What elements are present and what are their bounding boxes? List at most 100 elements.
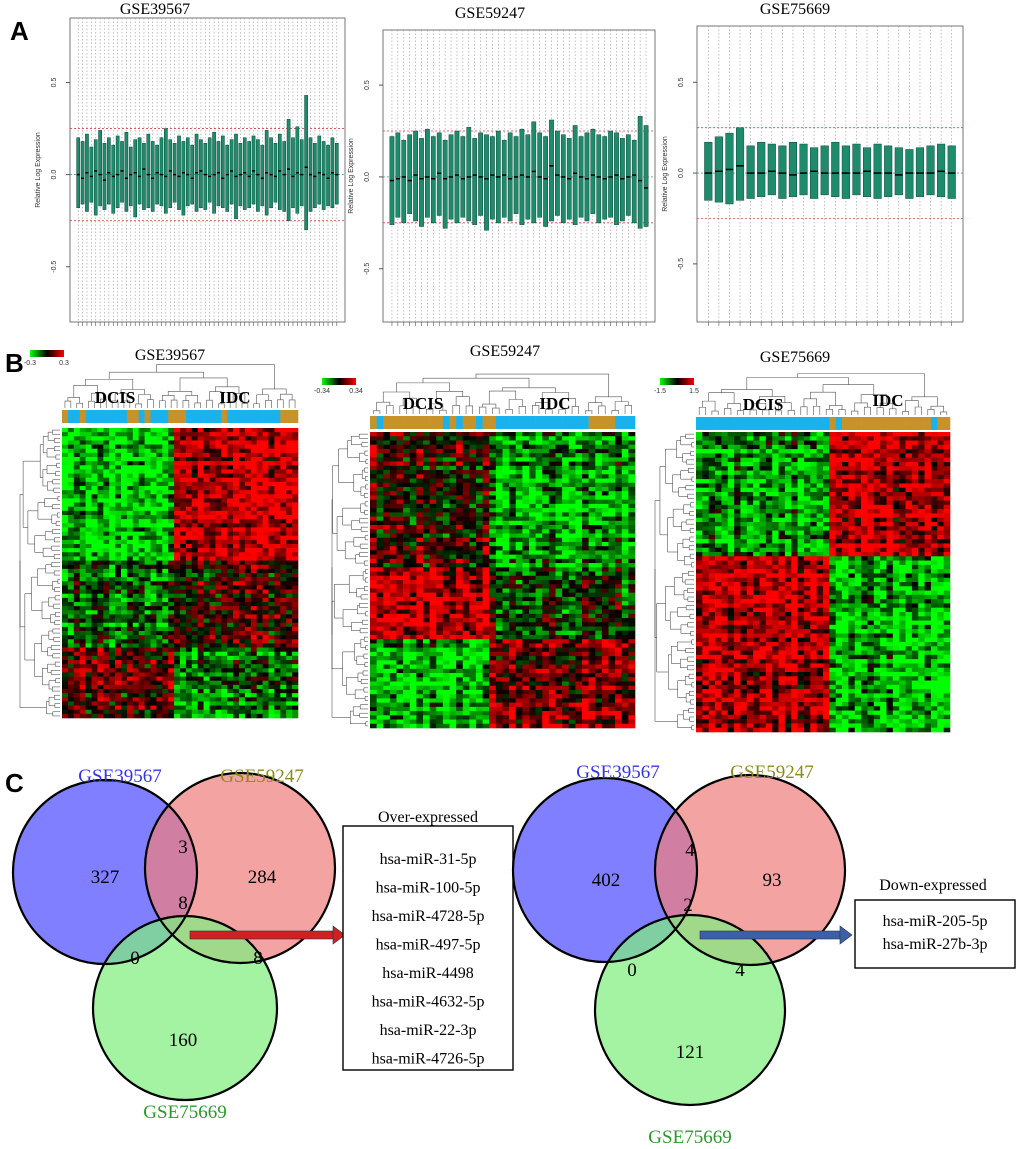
heatmap-cell (156, 689, 163, 694)
heatmap-cell (423, 516, 430, 522)
heatmap-cell (138, 486, 145, 491)
heatmap-cell (180, 544, 187, 549)
heatmap-cell (180, 664, 187, 669)
heatmap-cell (292, 515, 299, 520)
heatmap-cell (568, 465, 576, 471)
heatmap-cell (185, 622, 193, 628)
heatmap-cell (162, 626, 169, 632)
heatmap-cell (162, 519, 169, 524)
heatmap-cell (121, 626, 128, 632)
heatmap-cell (138, 440, 145, 445)
heatmap-cell (174, 432, 181, 437)
heatmap-cell (469, 529, 477, 534)
heatmap-cell (197, 539, 204, 545)
heatmap-cell (502, 499, 510, 505)
heatmap-cell (262, 531, 269, 537)
group-strip (239, 410, 246, 423)
heatmap-cell (628, 461, 636, 467)
heatmap-cell (103, 523, 110, 528)
heatmap-cell (389, 550, 397, 555)
heatmap-cell (221, 602, 228, 607)
heatmap-cell (115, 593, 122, 599)
heatmap-cell (203, 606, 210, 611)
heatmap-cell (383, 495, 391, 500)
heatmap-cell (621, 512, 629, 517)
heatmap-cell (268, 490, 275, 495)
heatmap-cell (109, 544, 116, 549)
heatmap-cell (548, 465, 556, 471)
heatmap-cell (601, 529, 609, 534)
heatmap-cell (489, 457, 497, 462)
heatmap-cell (274, 436, 281, 441)
box (128, 146, 133, 207)
heatmap-cell (383, 546, 391, 551)
heatmap-cell (462, 525, 470, 530)
heatmap-cell (221, 585, 228, 590)
box (478, 132, 483, 216)
heatmap-cell (239, 597, 246, 603)
heatmap-cell (115, 672, 122, 677)
heatmap-cell (280, 490, 287, 495)
heatmap-cell (409, 495, 417, 500)
heatmap-cell (121, 444, 128, 450)
heatmap-cell (423, 491, 430, 496)
heatmap-cell (197, 581, 204, 586)
heatmap-cell (191, 573, 198, 578)
heatmap-cell (62, 481, 69, 487)
heatmap-cell (244, 643, 252, 648)
heatmap-cell (138, 618, 145, 624)
heatmap-cell (144, 436, 151, 441)
heatmap-cell (621, 465, 629, 471)
heatmap-cell (383, 554, 391, 560)
heatmap-cell (215, 655, 222, 661)
dendrogram-branch (611, 410, 619, 414)
heatmap-cell (180, 481, 187, 487)
heatmap-cell (191, 689, 198, 694)
group-strip (221, 410, 228, 423)
heatmap-cell (115, 626, 122, 632)
heatmap-cell (73, 672, 80, 677)
group-strip (262, 410, 269, 423)
heatmap-cell (121, 552, 128, 557)
heatmap-cell (529, 541, 536, 547)
heatmap-cell (456, 491, 464, 496)
heatmap-cell (79, 473, 86, 479)
heatmap-cell (215, 643, 222, 648)
heatmap-cell (575, 558, 583, 564)
heatmap-cell (156, 701, 163, 706)
heatmap-cell (91, 523, 98, 528)
heatmap-cell (292, 589, 299, 595)
heatmap-cell (555, 554, 563, 560)
heatmap-cell (582, 541, 589, 547)
heatmap-cell (608, 558, 616, 564)
heatmap-cell (115, 668, 122, 673)
heatmap-cell (203, 564, 210, 570)
heatmap-cell (174, 515, 181, 520)
heatmap-cell (615, 461, 623, 467)
heatmap-cell (502, 571, 510, 577)
heatmap-cell (209, 684, 216, 690)
heatmap-cell (548, 486, 556, 492)
heatmap-cell (423, 575, 430, 581)
heatmap-cell (150, 506, 157, 512)
heatmap-cell (274, 610, 281, 615)
heatmap-cell (91, 573, 98, 578)
heatmap-cell (250, 560, 257, 566)
heatmap-cell (292, 510, 299, 516)
heatmap-cell (515, 453, 523, 458)
heatmap-cell (215, 564, 222, 570)
heatmap-cell (256, 660, 263, 665)
heatmap-cell (268, 655, 275, 661)
heatmap-cell (442, 558, 450, 564)
heatmap-cell (126, 647, 134, 653)
heatmap-cell (144, 697, 151, 702)
heatmap-cell (542, 440, 550, 445)
heatmap-cell (575, 495, 583, 500)
heatmap-cell (280, 651, 287, 657)
heatmap-cell (79, 564, 86, 570)
heatmap-cell (280, 428, 287, 433)
heatmap-cell (403, 457, 411, 462)
heatmap-cell (280, 432, 287, 437)
heatmap-cell (126, 568, 134, 574)
heatmap-cell (109, 606, 116, 611)
